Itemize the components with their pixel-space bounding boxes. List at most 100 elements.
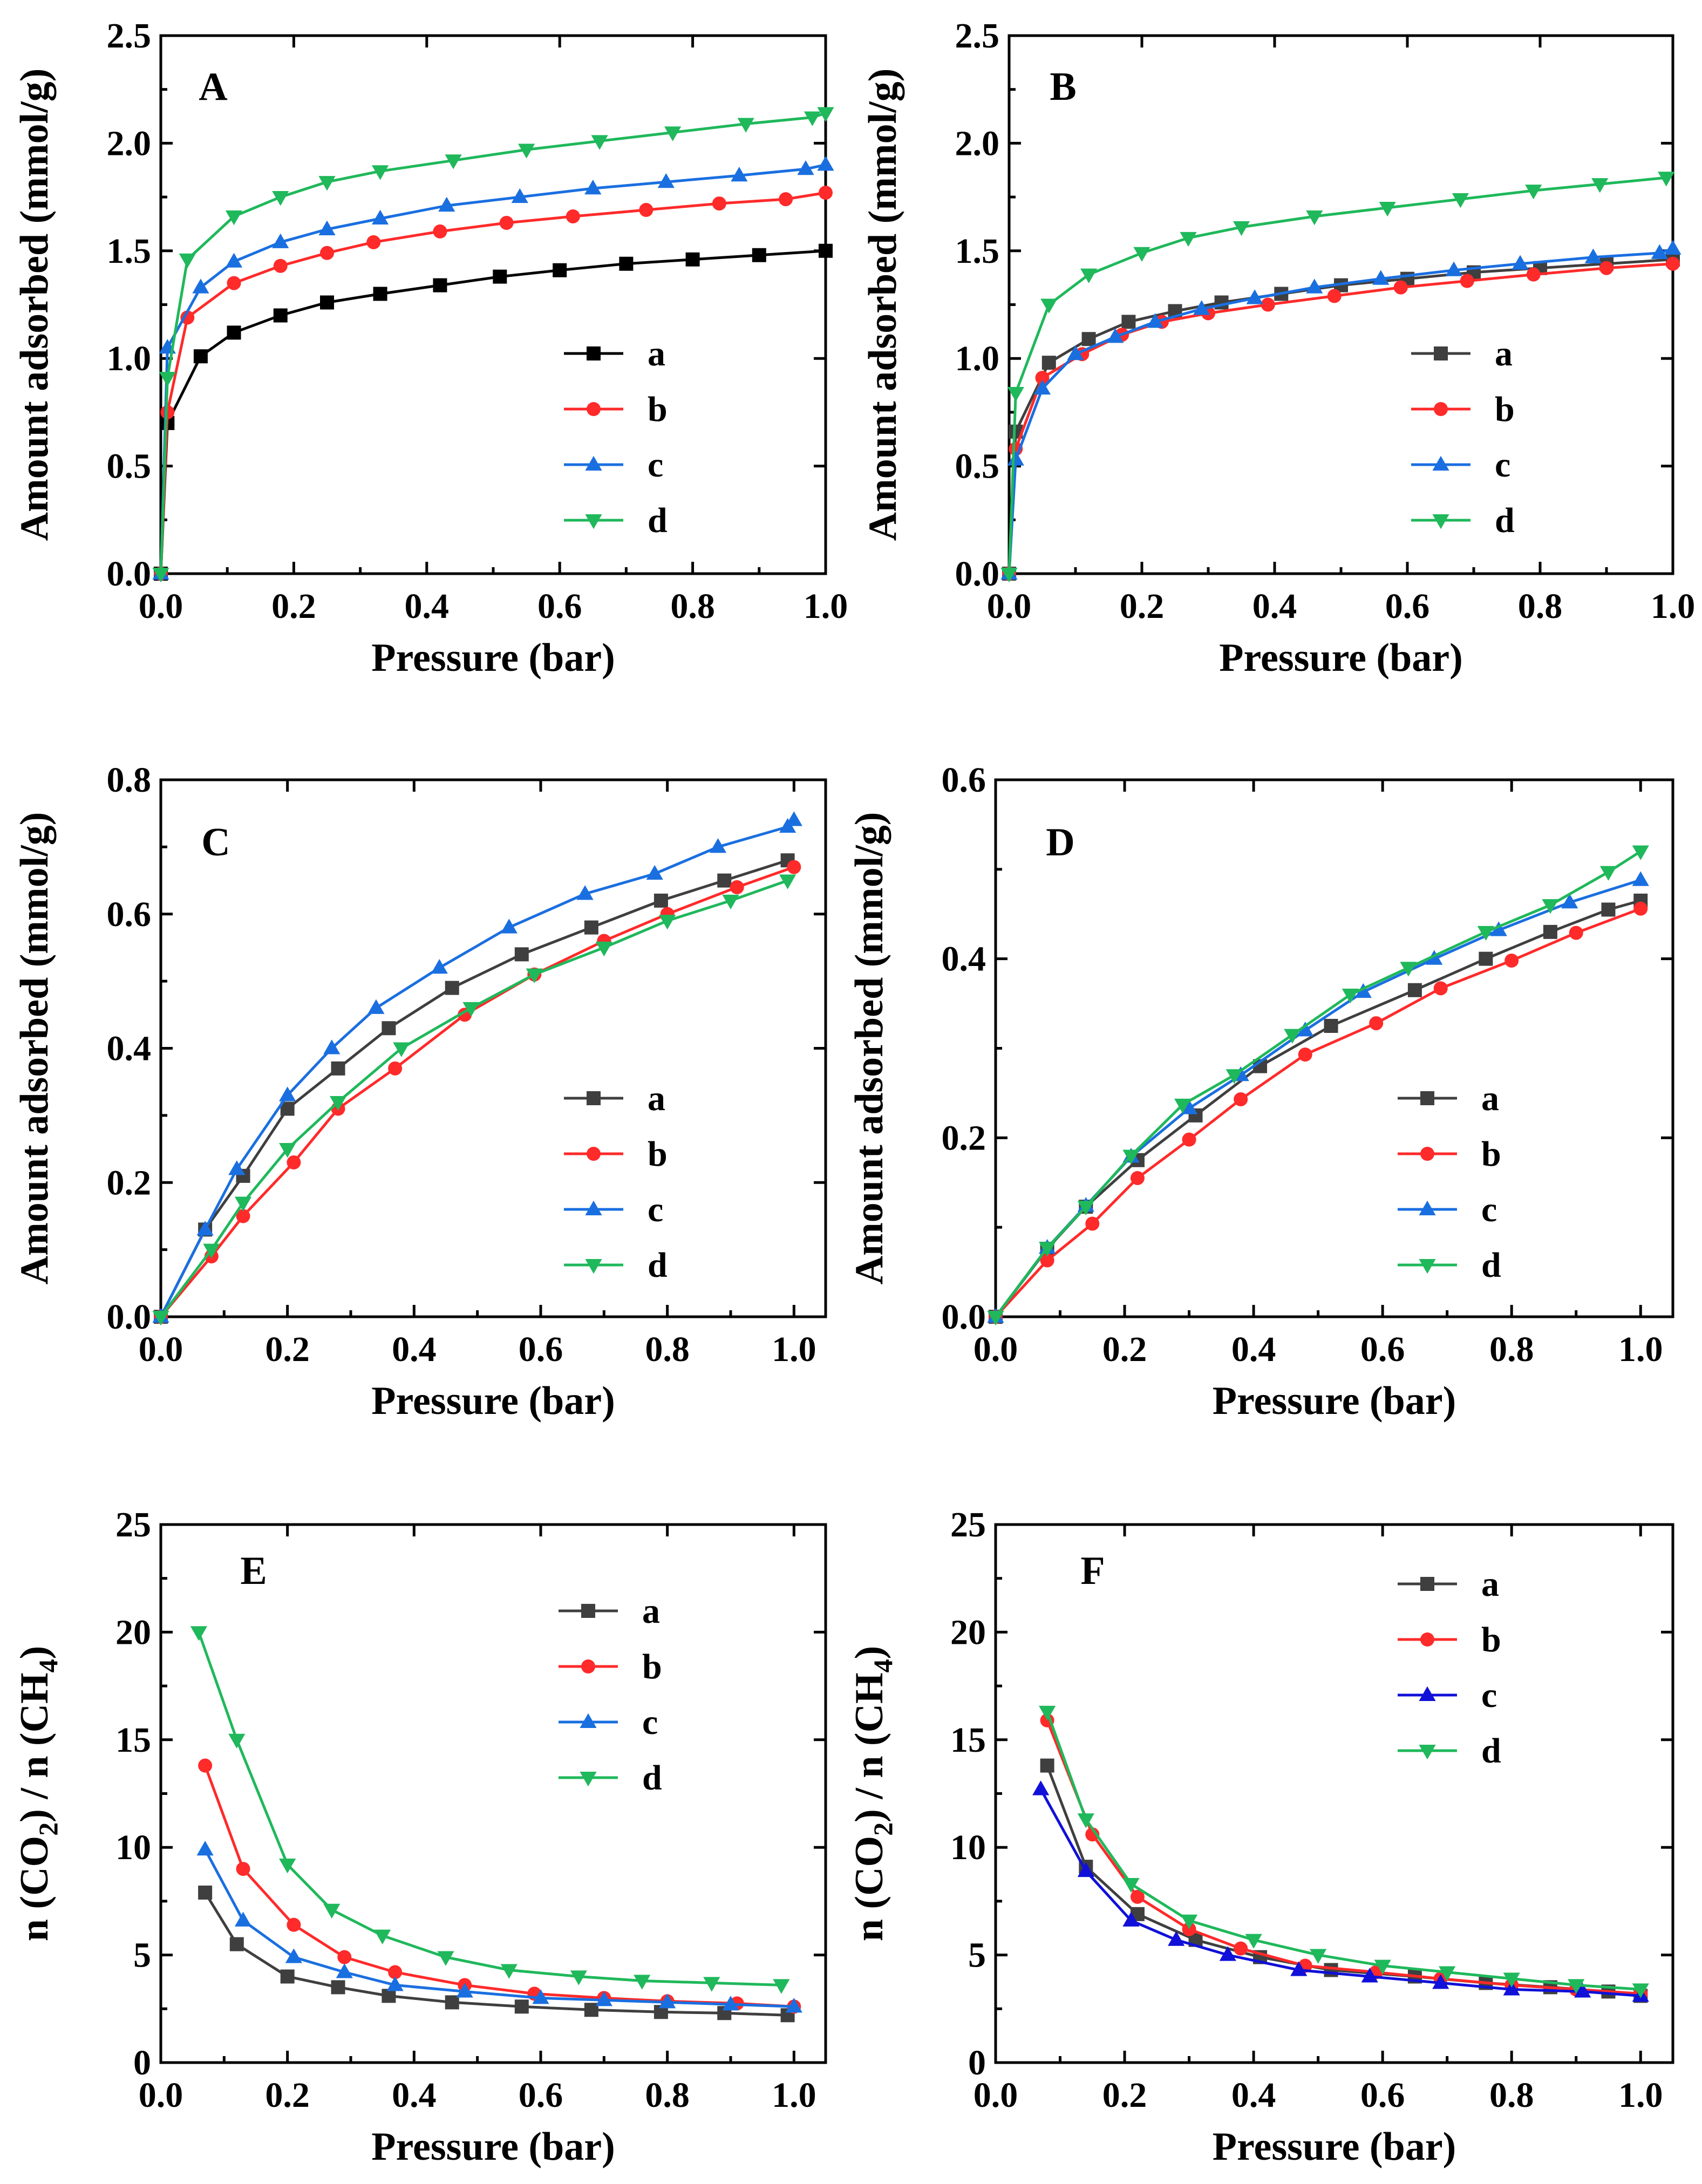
data-point-a <box>382 1989 396 2003</box>
legend-label-b: b <box>1495 390 1515 429</box>
data-point-a <box>1407 983 1422 997</box>
series-c <box>152 156 834 580</box>
data-point-c <box>1574 1983 1591 1998</box>
y-axis-label: Amount adsorbed (mmol/g) <box>861 69 905 541</box>
data-point-a <box>320 295 334 310</box>
series-line-d <box>160 879 788 1318</box>
data-point-b <box>198 1758 213 1773</box>
data-point-d <box>1439 1966 1456 1981</box>
series-line-a <box>159 249 826 574</box>
data-point-d <box>374 1929 391 1944</box>
label-part: ) <box>12 1646 57 1659</box>
data-point-c <box>1033 379 1051 395</box>
series-line-b <box>1007 262 1673 574</box>
data-point-c <box>1664 240 1681 255</box>
x-tick-label: 0.0 <box>139 587 183 626</box>
data-point-d <box>1122 1877 1140 1893</box>
data-point-c <box>336 1963 353 1978</box>
y-tick-label: 2.0 <box>955 124 1000 163</box>
plot-frame <box>1007 34 1674 575</box>
y-tick-label: 0.6 <box>107 895 152 934</box>
legend-marker-c <box>585 1200 602 1216</box>
plot-frame <box>159 34 827 575</box>
data-point-c <box>722 1996 739 2011</box>
legend-label-d: d <box>1481 1731 1501 1771</box>
data-point-d <box>659 915 676 930</box>
data-point-c <box>1246 289 1263 304</box>
label-part: ) <box>847 1646 891 1659</box>
x-tick-label: 1.0 <box>772 2076 816 2115</box>
data-point-d <box>526 968 543 983</box>
chart-panel-b: 0.0 0.2 0.4 0.6 0.8 1.0 0.0 0.5 1.0 1.5 2.0 2.5 Pres… <box>861 16 1695 680</box>
data-point-d <box>1477 926 1494 941</box>
data-point-d <box>1342 988 1359 1004</box>
series-a <box>154 853 795 1324</box>
data-point-a <box>1009 424 1023 439</box>
data-point-a <box>227 325 241 340</box>
data-point-d <box>779 874 796 889</box>
data-point-a <box>445 1995 459 2010</box>
data-point-c <box>1490 921 1507 936</box>
data-point-a <box>373 287 387 301</box>
data-point-a <box>717 873 732 888</box>
data-point-b <box>1460 274 1474 288</box>
data-point-c <box>1426 950 1443 965</box>
data-point-d <box>1233 221 1250 236</box>
chart-panel-a: 0.0 0.2 0.4 0.6 0.8 1.0 0.0 0.5 1.0 1.5 2.0 2.5 Pres… <box>12 16 848 680</box>
data-point-c <box>438 196 455 212</box>
series-d <box>152 874 796 1326</box>
data-point-c <box>1077 1862 1094 1877</box>
legend-label-b: b <box>1481 1134 1501 1174</box>
data-point-d <box>1245 1934 1262 1949</box>
data-point-b <box>1393 280 1408 295</box>
data-point-c <box>367 999 385 1014</box>
legend-marker-a <box>587 1091 601 1105</box>
legend-marker-c <box>1432 455 1449 471</box>
data-point-c <box>659 1994 676 2009</box>
data-point-c <box>323 1039 341 1054</box>
y-tick-label: 0.5 <box>955 447 1000 486</box>
y-tick-label: 0.2 <box>107 1163 152 1202</box>
data-point-a <box>280 1101 295 1116</box>
plot-frame <box>994 778 1674 1318</box>
data-point-c <box>1512 255 1529 270</box>
data-point-c <box>511 188 528 203</box>
x-tick-label: 0.0 <box>973 2076 1018 2115</box>
data-point-a <box>514 947 529 962</box>
data-point-d <box>1040 298 1058 314</box>
data-point-a <box>752 248 766 262</box>
data-point-c <box>1290 1961 1308 1976</box>
series-line-a <box>1007 258 1673 574</box>
data-point-d <box>591 135 608 150</box>
data-point-c <box>196 1840 214 1856</box>
legend-label-b: b <box>1481 1620 1501 1659</box>
label-part: ) / n (CH <box>847 1672 891 1822</box>
x-tick-label: 0.8 <box>645 1330 690 1369</box>
series-b <box>154 186 833 581</box>
legend-label-a: a <box>1481 1079 1499 1118</box>
data-point-c <box>1107 328 1124 343</box>
data-point-c <box>1432 1974 1449 1989</box>
data-point-d <box>1568 1979 1585 1994</box>
y-axis-label: n (CO2) / n (CH4) <box>847 1646 898 1941</box>
data-point-c <box>1632 871 1649 886</box>
legend-label-a: a <box>1481 1564 1499 1604</box>
data-point-b <box>1035 371 1050 385</box>
series-line-d <box>1007 176 1666 574</box>
y-tick-label: 25 <box>950 1505 986 1545</box>
data-point-b <box>1433 981 1448 996</box>
series-a <box>1002 252 1680 581</box>
data-point-d <box>393 1042 410 1057</box>
series-line-a <box>159 859 788 1318</box>
data-point-d <box>203 1243 220 1258</box>
y-tick-label: 0.0 <box>107 1297 152 1337</box>
x-tick-label: 1.0 <box>1651 587 1696 626</box>
legend-label-d: d <box>648 1246 668 1285</box>
data-point-a <box>653 2005 668 2019</box>
panel-title: B <box>1050 65 1076 109</box>
data-point-c <box>272 233 289 248</box>
data-point-b <box>236 1862 250 1876</box>
legend-label-a: a <box>642 1591 660 1631</box>
panel-title: A <box>199 65 227 109</box>
